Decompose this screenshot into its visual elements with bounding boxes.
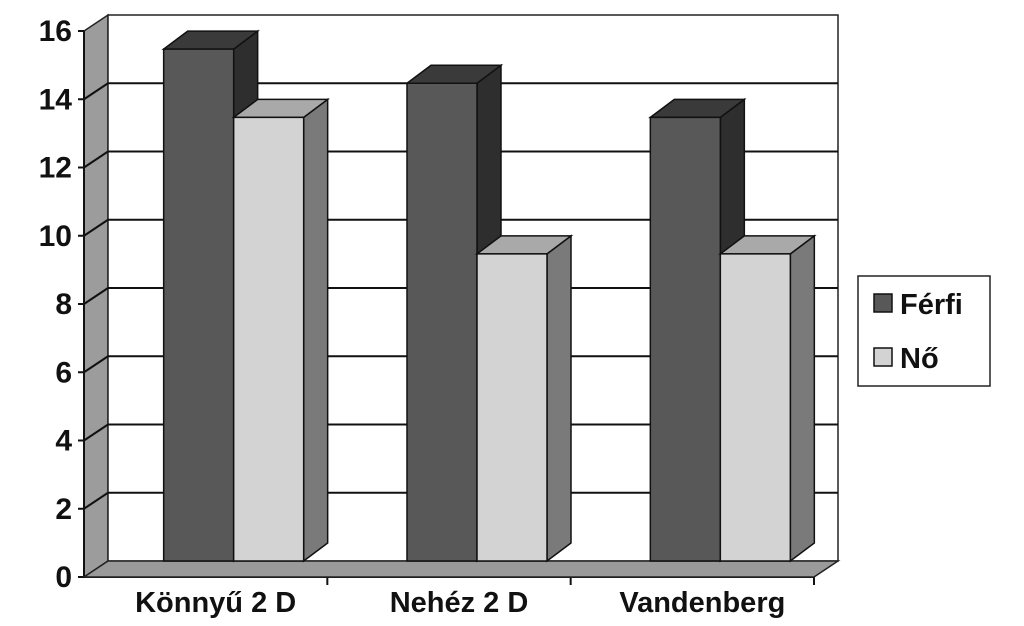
y-tick-label: 12 xyxy=(39,152,72,185)
gridline-side xyxy=(83,355,109,374)
bar-side xyxy=(546,234,572,563)
bar xyxy=(162,48,235,562)
x-axis-category-labels: Könnyű 2 D Nehéz 2 D Vandenberg xyxy=(135,587,785,619)
y-tick-label: 10 xyxy=(39,220,72,253)
y-tick-label: 14 xyxy=(39,83,73,116)
legend-label: Nő xyxy=(900,343,939,375)
y-tick-label: 8 xyxy=(55,288,72,321)
y-tick-label: 4 xyxy=(55,425,72,458)
x-category-label: Nehéz 2 D xyxy=(390,587,529,619)
gridline-side xyxy=(83,82,109,101)
legend-label: Férfi xyxy=(900,289,963,321)
y-tick-label: 0 xyxy=(55,561,72,594)
y-tick-label: 6 xyxy=(55,356,72,389)
chart-floor xyxy=(81,560,841,578)
bars-group xyxy=(161,29,817,563)
gridline-side xyxy=(83,287,109,305)
legend-swatch xyxy=(873,293,893,313)
gridline-side xyxy=(83,218,109,237)
bar xyxy=(232,116,305,562)
floor-plane xyxy=(81,560,841,578)
y-axis-tick-labels: 0 2 4 6 8 10 12 14 16 xyxy=(39,15,73,594)
legend-swatch xyxy=(873,347,893,367)
gridline-side xyxy=(83,150,109,169)
y-tick-label: 16 xyxy=(39,15,72,48)
bar xyxy=(476,253,548,562)
bar-side xyxy=(302,97,329,563)
gridline-side xyxy=(83,423,109,442)
bar-side xyxy=(789,234,816,563)
x-category-label: Könnyű 2 D xyxy=(135,587,296,619)
bar xyxy=(719,253,792,562)
legend: Férfi Nő xyxy=(857,275,991,387)
bar xyxy=(406,82,478,562)
y-tick-label: 2 xyxy=(55,493,72,526)
x-category-label: Vandenberg xyxy=(619,587,785,619)
bar xyxy=(649,116,722,562)
gridline-side xyxy=(83,491,109,510)
